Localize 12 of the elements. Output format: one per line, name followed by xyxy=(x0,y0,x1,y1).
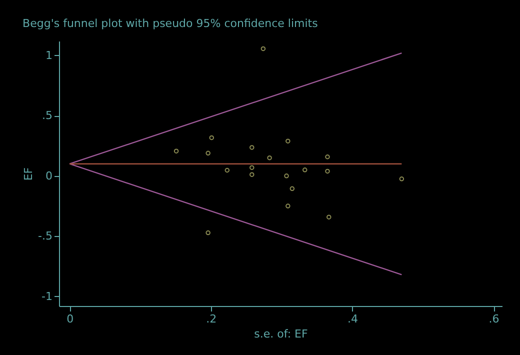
y-tick-label: -.5 xyxy=(38,230,52,243)
y-tick-label: .5 xyxy=(42,109,52,122)
y-tick-label: 1 xyxy=(46,48,52,62)
x-tick-label: .2 xyxy=(206,312,217,326)
x-tick-label: 0 xyxy=(66,312,74,326)
y-tick-label: 0 xyxy=(46,169,52,182)
x-tick-label: .6 xyxy=(488,312,500,326)
y-axis-title: EF xyxy=(22,167,36,181)
x-tick-label: .4 xyxy=(347,312,358,326)
chart-title: Begg's funnel plot with pseudo 95% confidence limits xyxy=(22,17,318,30)
x-axis-title: s.e. of: EF xyxy=(254,328,308,340)
y-tick-label: -1 xyxy=(42,290,52,303)
